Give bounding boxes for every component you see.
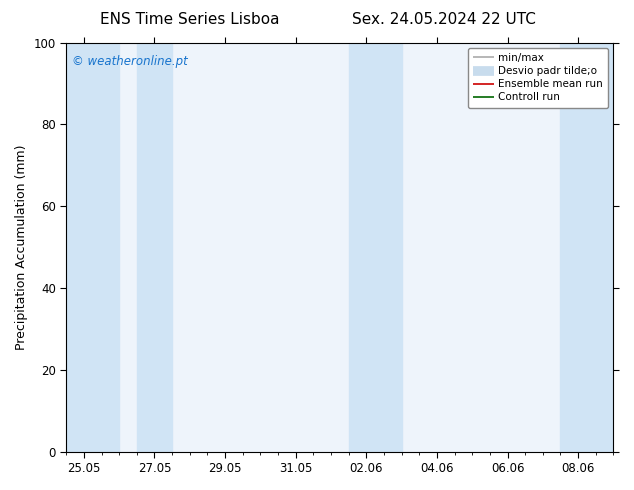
Text: Sex. 24.05.2024 22 UTC: Sex. 24.05.2024 22 UTC xyxy=(352,12,536,27)
Y-axis label: Precipitation Accumulation (mm): Precipitation Accumulation (mm) xyxy=(15,145,28,350)
Bar xyxy=(349,43,401,452)
Bar xyxy=(560,43,621,452)
Bar xyxy=(137,43,172,452)
Text: ENS Time Series Lisboa: ENS Time Series Lisboa xyxy=(100,12,280,27)
Bar xyxy=(66,43,119,452)
Text: © weatheronline.pt: © weatheronline.pt xyxy=(72,55,188,68)
Legend: min/max, Desvio padr tilde;o, Ensemble mean run, Controll run: min/max, Desvio padr tilde;o, Ensemble m… xyxy=(468,48,608,108)
